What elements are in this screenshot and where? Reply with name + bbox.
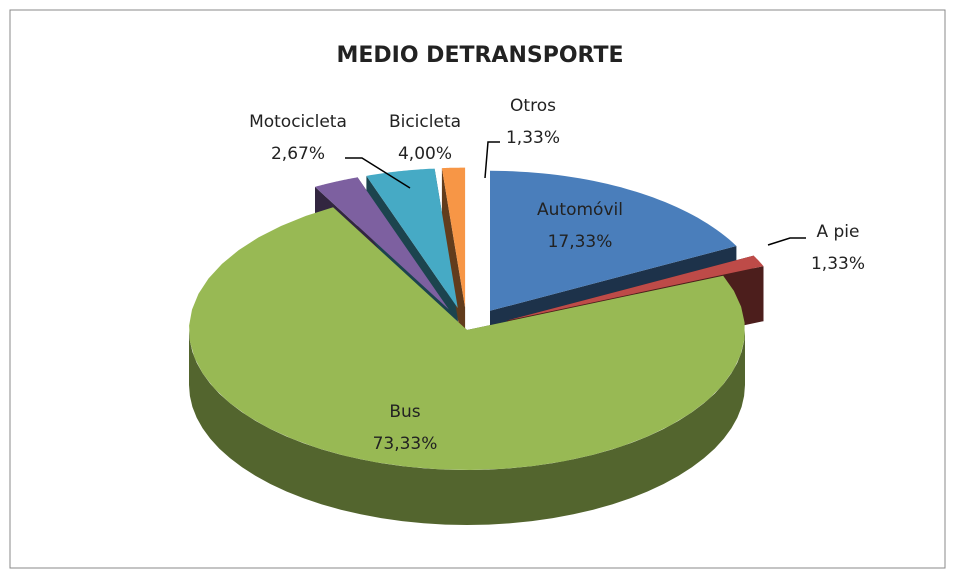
slice: [441, 167, 466, 308]
slice-label: Otros: [510, 96, 556, 116]
slice-value-label: 73,33%: [373, 434, 438, 454]
leader-lines: [345, 141, 806, 246]
slice: [189, 207, 745, 471]
slice-label: Bicicleta: [389, 112, 461, 132]
slice-value-label: 17,33%: [548, 232, 613, 252]
slice-label: A pie: [816, 222, 859, 242]
slice: [366, 168, 458, 309]
pie: [189, 167, 764, 525]
slice-value-label: 4,00%: [398, 144, 452, 164]
slice-side: [189, 330, 745, 525]
slice: [507, 255, 764, 321]
slice: [315, 177, 449, 310]
slice-value-label: 1,33%: [811, 254, 865, 274]
slice-label: Automóvil: [537, 200, 623, 220]
slice-label: Bus: [389, 402, 420, 422]
slice-value-label: 2,67%: [271, 144, 325, 164]
slice-cut-face: [441, 168, 466, 363]
slice-value-label: 1,33%: [506, 128, 560, 148]
slice-label: Motocicleta: [249, 112, 347, 132]
chart-title: MEDIO DETRANSPORTE: [336, 43, 623, 68]
slice: [490, 170, 737, 311]
